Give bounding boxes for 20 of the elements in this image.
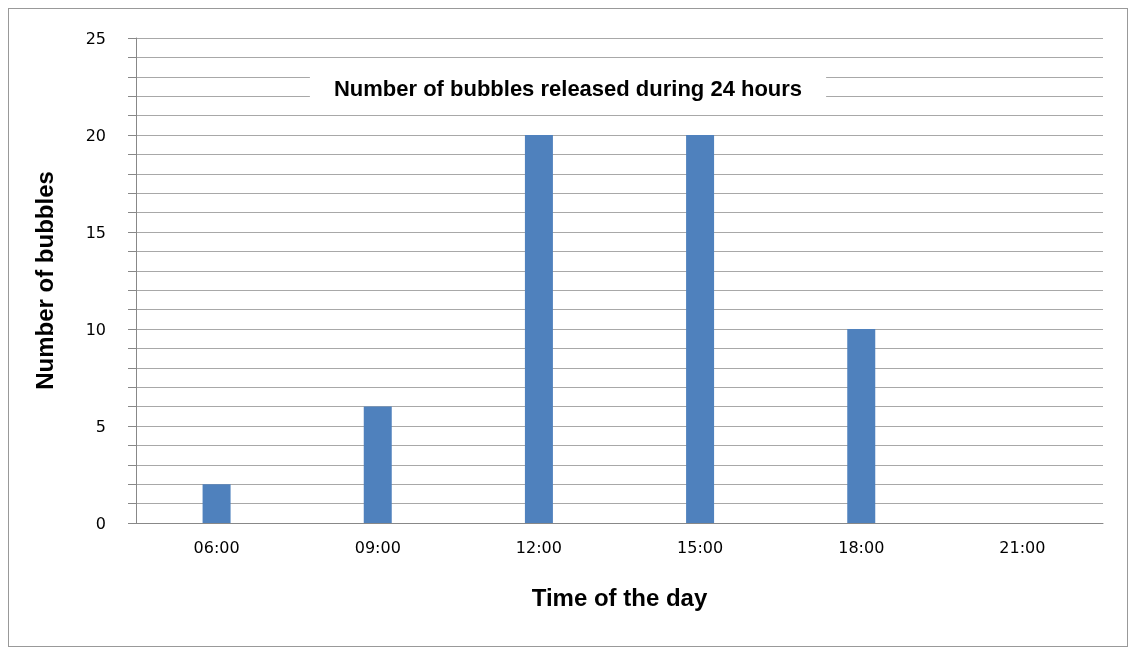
y-axis-title: Number of bubbles <box>30 171 58 390</box>
bar <box>202 484 231 523</box>
y-tick-label: 15 <box>85 222 106 242</box>
x-tick-label: 09:00 <box>354 537 401 557</box>
y-tick-label: 20 <box>85 125 106 145</box>
x-tick-label: 21:00 <box>999 537 1046 557</box>
bar <box>363 406 392 523</box>
x-tick-label: 12:00 <box>515 537 562 557</box>
y-tick-label: 0 <box>95 513 106 533</box>
text: Number of bubbles released during 24 hours <box>333 75 803 101</box>
bar <box>847 329 876 523</box>
x-tick-label: 18:00 <box>838 537 885 557</box>
y-tick-label: 10 <box>85 319 106 339</box>
bar <box>524 135 553 523</box>
x-axis-title: Time of the day <box>531 583 708 611</box>
bar <box>686 135 715 523</box>
x-tick-label: 15:00 <box>677 537 724 557</box>
x-tick-label: 06:00 <box>193 537 240 557</box>
y-tick-label: 25 <box>85 28 106 48</box>
y-tick-label: 5 <box>95 416 106 436</box>
